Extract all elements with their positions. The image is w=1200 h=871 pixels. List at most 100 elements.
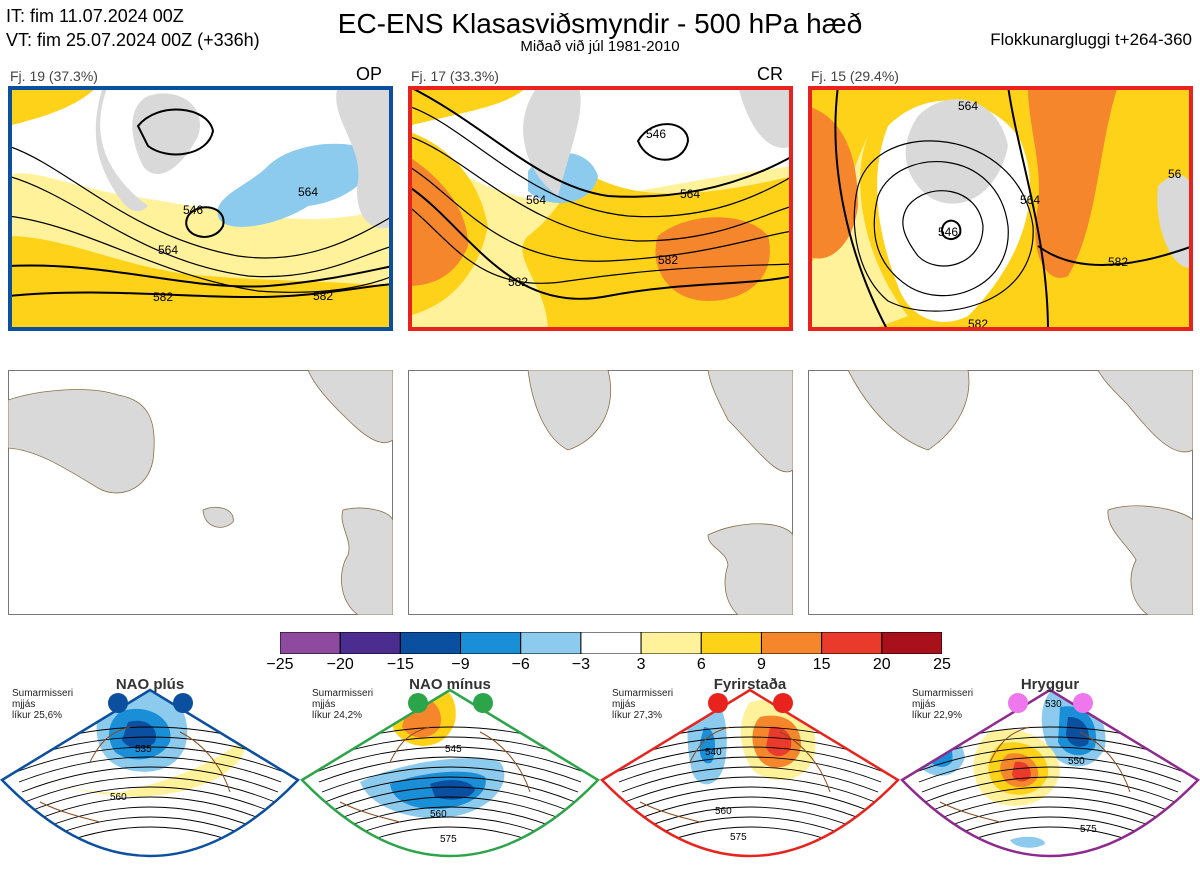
colorbar-swatch <box>460 631 522 655</box>
iceland-shape <box>202 506 234 528</box>
cluster-2-frame <box>408 86 793 331</box>
regime-contour-label: 575 <box>440 834 457 845</box>
cluster-3-map: 564 546 564 56 582 582 <box>808 86 1193 331</box>
cluster-1-contour-label: 564 <box>158 243 178 257</box>
cluster-1-contour-label: 564 <box>298 185 318 199</box>
regime-contour-label: 550 <box>1068 756 1085 767</box>
cluster-3-positive-anomaly <box>1028 86 1118 278</box>
cluster-2-contour-label: 582 <box>508 275 528 289</box>
cluster-2-tag: CR <box>757 64 783 84</box>
colorbar-swatch <box>700 631 762 655</box>
regime-panel: 540 560 575 Fyrirstaða Sumarmisseri mjjás … <box>600 672 900 871</box>
cluster-3-contour-label: 582 <box>1108 255 1128 269</box>
regime-months: mjjás <box>12 699 36 710</box>
colorbar-swatch <box>399 631 462 655</box>
colorbar-swatch <box>339 631 401 655</box>
greenland-shape <box>95 86 148 212</box>
colorbar-swatch <box>580 631 642 655</box>
cluster-3-frame <box>808 86 1193 331</box>
regime-frame <box>300 688 600 858</box>
regime-contour-label: 540 <box>705 747 722 758</box>
greenland-shape <box>8 389 155 494</box>
regime-months: mjjás <box>312 699 336 710</box>
cluster-2-contour-label: 564 <box>526 193 546 207</box>
cluster-1-frame <box>8 86 393 331</box>
init-time: IT: fim 11.07.2024 00Z <box>6 6 184 26</box>
empty-map-3 <box>808 370 1193 615</box>
empty-map-2 <box>408 370 793 615</box>
cluster-3-contour-label: 546 <box>938 225 958 239</box>
regime-name: NAO plús <box>115 676 185 693</box>
regime-panel: 530 550 575 Hryggur Sumarmisseri mjjás lík… <box>900 672 1200 871</box>
regime-contour-label: 530 <box>1045 699 1062 710</box>
cluster-3-contour-label: 564 <box>1020 193 1040 207</box>
greenland-shape <box>847 370 970 451</box>
regime-frame <box>0 688 300 858</box>
regime-season: Sumarmisseri <box>912 688 974 699</box>
colorbar-swatch <box>279 631 341 655</box>
colorbar-tick-label: −15 <box>386 656 414 673</box>
colorbar-swatch <box>520 631 582 655</box>
regime-season: Sumarmisseri <box>312 688 374 699</box>
regime-marker-dot <box>173 693 193 713</box>
empty-map-1 <box>8 370 393 615</box>
colorbar-swatch <box>821 631 883 655</box>
cluster-2-label: Fj. 17 (33.3%) <box>411 68 499 84</box>
regime-months: mjjás <box>612 699 636 710</box>
colorbar-tick-label: 15 <box>812 656 831 673</box>
regime-info: Sumarmisseri mjjás líkur 22,9% <box>912 688 973 721</box>
cluster-1-map: 564 546 564 582 582 <box>8 86 393 331</box>
regime-contour-label: 535 <box>135 744 152 755</box>
greenland-shape <box>527 370 611 451</box>
regime-probability: líkur 24,2% <box>312 710 363 721</box>
colorbar-tick-label: 6 <box>696 656 706 673</box>
regime-name: Hryggur <box>1020 676 1080 693</box>
regime-panel: 545 560 575 NAO mínus Sumarmisseri mjjás l… <box>300 672 600 871</box>
run-info: IT: fim 11.07.2024 00Z VT: fim 25.07.202… <box>6 4 260 52</box>
regime-contour-label: 560 <box>715 806 732 817</box>
cluster-2-contour-label: 546 <box>646 127 666 141</box>
regime-info: Sumarmisseri mjjás líkur 27,3% <box>612 688 673 721</box>
regime-season: Sumarmisseri <box>12 688 74 699</box>
regime-season: Sumarmisseri <box>612 688 674 699</box>
colorbar-tick-label: −9 <box>451 656 470 673</box>
cluster-1-contour-label: 582 <box>153 290 173 304</box>
regime-marker-dot <box>108 693 128 713</box>
page-title: EC-ENS Klasasviðsmyndir - 500 hPa hæð <box>337 8 863 39</box>
page-subtitle: Miðað við júl 1981-2010 <box>520 38 680 55</box>
regime-probability: líkur 22,9% <box>912 710 963 721</box>
cluster-1-negative-anomaly <box>217 143 374 227</box>
colorbar-swatch <box>640 631 702 655</box>
regime-months: mjjás <box>912 699 936 710</box>
regime-contour-label: 545 <box>445 744 462 755</box>
valid-time: VT: fim 25.07.2024 00Z (+336h) <box>6 30 260 50</box>
colorbar-tick-label: 25 <box>933 656 951 673</box>
regime-marker-dot <box>408 693 428 713</box>
colorbar-swatch <box>760 631 823 655</box>
regime-marker-dot <box>773 693 793 713</box>
colorbar-tick-label: 3 <box>636 656 646 673</box>
cluster-1-tag: OP <box>356 64 383 84</box>
colorbar-tick-label: 9 <box>757 656 766 673</box>
colorbar-tick-label: 20 <box>872 656 891 673</box>
regime-marker-dot <box>473 693 493 713</box>
regime-probability: líkur 25,6% <box>12 710 63 721</box>
regime-name: Fyrirstaða <box>713 676 787 693</box>
regime-contour-label: 575 <box>1080 824 1097 835</box>
colorbar-tick-label: −20 <box>326 656 354 673</box>
cluster-2-contour-label: 582 <box>658 253 678 267</box>
anomaly-colorbar <box>279 631 943 655</box>
regime-contour-label: 560 <box>430 809 447 820</box>
regime-contour-label: 560 <box>110 792 127 803</box>
cluster-3-label: Fj. 15 (29.4%) <box>811 68 899 84</box>
regime-contour-label: 575 <box>730 832 747 843</box>
regime-frame <box>600 688 900 858</box>
cluster-3-contour-label: 56 <box>1168 167 1182 181</box>
regime-name: NAO mínus <box>409 676 491 693</box>
regime-marker-dot <box>1008 693 1028 713</box>
cluster-3-contour-label: 564 <box>958 99 978 113</box>
regime-frame <box>900 688 1200 858</box>
cluster-2-contour-label: 564 <box>680 187 700 201</box>
cluster-1-contour-label: 546 <box>183 203 203 217</box>
cluster-1-label: Fj. 19 (37.3%) <box>10 68 98 84</box>
